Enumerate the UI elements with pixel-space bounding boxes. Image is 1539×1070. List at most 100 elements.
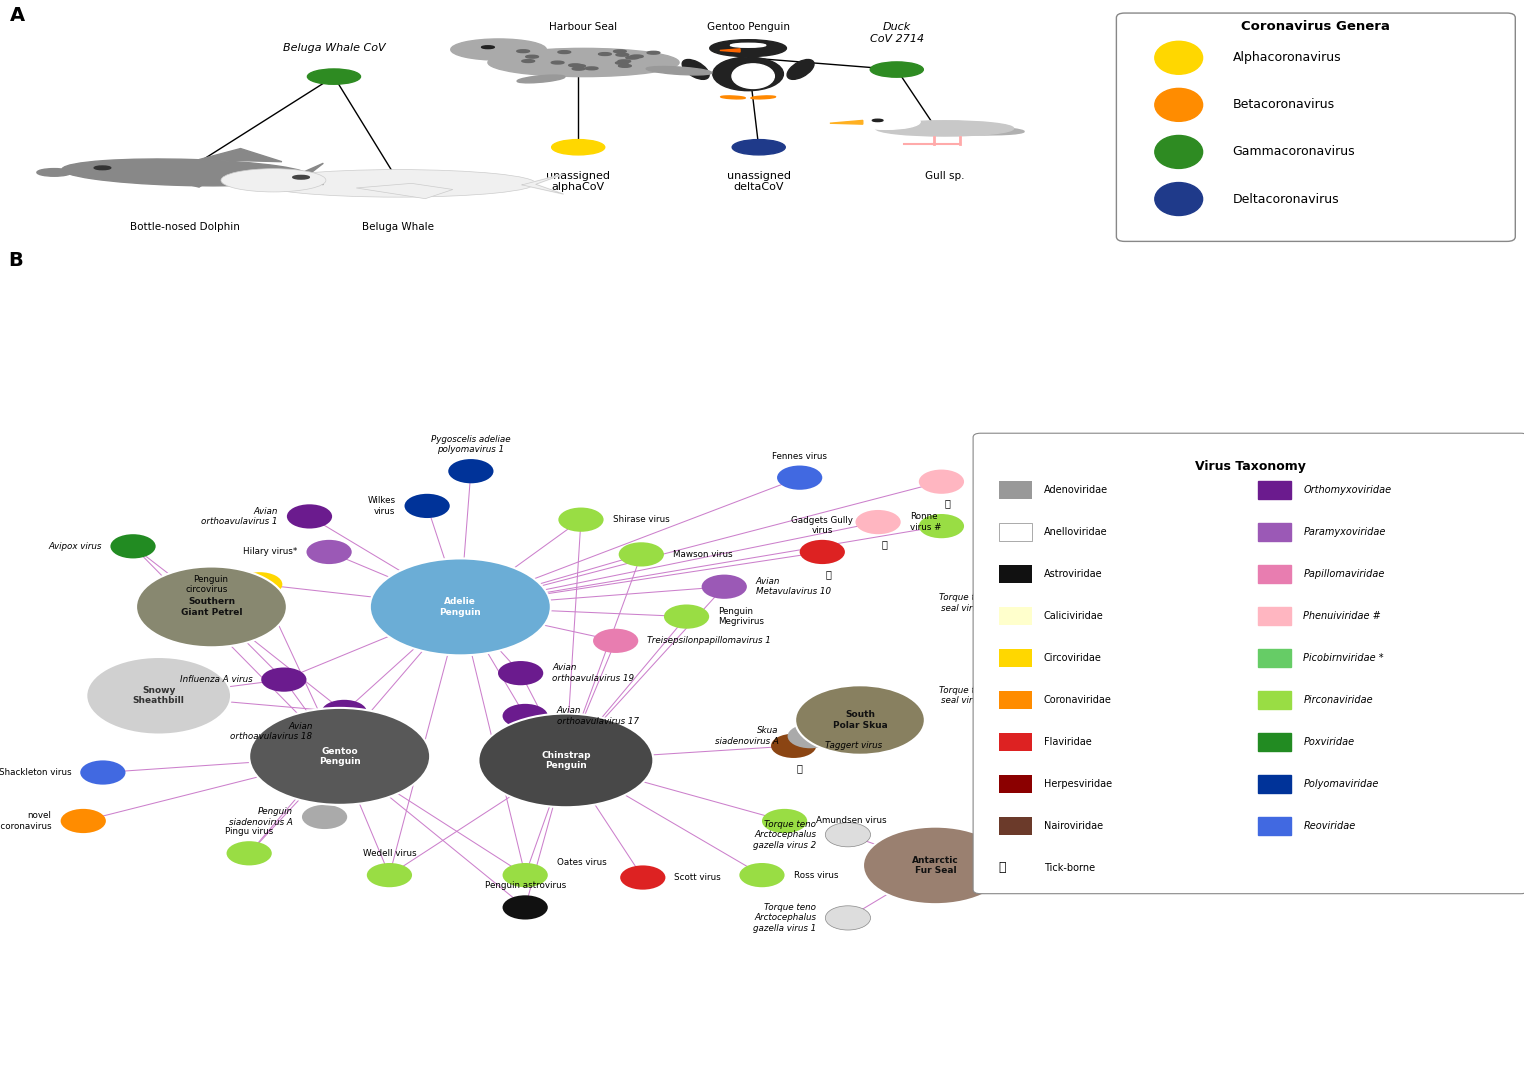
Text: Mawson virus: Mawson virus xyxy=(673,550,733,559)
Text: Flaviridae: Flaviridae xyxy=(1043,737,1091,747)
Circle shape xyxy=(503,863,548,887)
Text: Avipox virus: Avipox virus xyxy=(48,541,102,551)
Circle shape xyxy=(286,504,332,529)
Circle shape xyxy=(593,629,639,653)
Circle shape xyxy=(517,50,529,52)
Bar xyxy=(999,733,1033,751)
Ellipse shape xyxy=(308,68,360,85)
Text: Virus Taxonomy: Virus Taxonomy xyxy=(1196,460,1307,473)
Circle shape xyxy=(249,708,429,805)
Text: B: B xyxy=(8,251,23,271)
Circle shape xyxy=(322,700,366,724)
Circle shape xyxy=(709,40,786,57)
Ellipse shape xyxy=(1154,136,1202,168)
Bar xyxy=(1259,480,1291,499)
Ellipse shape xyxy=(720,96,745,98)
Circle shape xyxy=(626,57,639,59)
Ellipse shape xyxy=(551,139,605,155)
Text: Gentoo Penguin: Gentoo Penguin xyxy=(706,22,790,32)
Text: unassigned
alphaCoV: unassigned alphaCoV xyxy=(546,171,609,193)
Bar xyxy=(1259,565,1291,583)
Text: Torque teno
Arctocephalus
gazella virus 1: Torque teno Arctocephalus gazella virus … xyxy=(753,903,816,933)
Text: Oates virus: Oates virus xyxy=(557,858,606,867)
Circle shape xyxy=(1000,684,1045,708)
Ellipse shape xyxy=(1154,42,1202,74)
Circle shape xyxy=(86,657,231,734)
Text: Caliciviridae: Caliciviridae xyxy=(1043,611,1103,621)
Text: Torque teno
Arctocephalus
gazella virus 2: Torque teno Arctocephalus gazella virus … xyxy=(753,820,816,850)
Ellipse shape xyxy=(930,126,1023,135)
Ellipse shape xyxy=(733,64,774,89)
Text: Torque teno
seal virus 8: Torque teno seal virus 8 xyxy=(939,686,991,705)
Text: novel
Deltacoronavirus: novel Deltacoronavirus xyxy=(0,811,52,830)
Circle shape xyxy=(616,54,629,56)
Circle shape xyxy=(1350,564,1396,588)
Text: Tick-borne: Tick-borne xyxy=(1043,862,1096,873)
Polygon shape xyxy=(522,174,563,194)
Text: Avian
orthoavulavirus 17: Avian orthoavulavirus 17 xyxy=(557,706,639,725)
Polygon shape xyxy=(199,149,282,162)
Circle shape xyxy=(1350,605,1396,629)
Circle shape xyxy=(585,67,599,70)
Polygon shape xyxy=(295,164,323,185)
Bar xyxy=(999,817,1033,835)
Circle shape xyxy=(573,64,585,67)
Polygon shape xyxy=(720,49,740,52)
Text: Wedell virus: Wedell virus xyxy=(363,850,416,858)
Circle shape xyxy=(663,605,709,629)
Circle shape xyxy=(777,465,822,490)
Text: Gadgets Gully
virus: Gadgets Gully virus xyxy=(791,516,853,535)
Text: Avian
Metavulavirus 10: Avian Metavulavirus 10 xyxy=(756,577,831,596)
Circle shape xyxy=(1350,643,1396,668)
Text: Coronaviridae: Coronaviridae xyxy=(1043,694,1111,705)
Ellipse shape xyxy=(876,121,1014,136)
Text: Orthomyxoviridae: Orthomyxoviridae xyxy=(1304,485,1391,494)
Circle shape xyxy=(853,114,920,129)
Bar xyxy=(999,565,1033,583)
Text: Torque teno
seal virus 9: Torque teno seal virus 9 xyxy=(939,593,991,612)
Bar xyxy=(1259,607,1291,625)
Polygon shape xyxy=(830,121,863,124)
Circle shape xyxy=(856,510,900,534)
Text: Gull sp.: Gull sp. xyxy=(925,171,965,181)
Circle shape xyxy=(788,724,833,748)
Ellipse shape xyxy=(260,169,536,197)
Bar xyxy=(999,775,1033,793)
Text: Paramyxoviridae: Paramyxoviridae xyxy=(1304,526,1385,537)
Text: Avian
orthoavulavirus 18: Avian orthoavulavirus 18 xyxy=(231,721,312,742)
Text: South
Polar Skua: South Polar Skua xyxy=(833,710,888,730)
Circle shape xyxy=(646,51,660,55)
Ellipse shape xyxy=(646,66,713,75)
Text: Polyomaviridae: Polyomaviridae xyxy=(1304,779,1379,789)
Ellipse shape xyxy=(37,169,71,177)
Circle shape xyxy=(94,166,111,170)
Circle shape xyxy=(551,61,563,64)
Circle shape xyxy=(739,863,785,887)
Circle shape xyxy=(619,542,663,566)
Text: Harbour Seal: Harbour Seal xyxy=(549,22,617,32)
Text: Picobirnviridae *: Picobirnviridae * xyxy=(1304,653,1384,662)
Circle shape xyxy=(262,668,306,691)
Text: Leptonychotes weddellii
polyomavirus 1: Leptonychotes weddellii polyomavirus 1 xyxy=(986,728,1093,748)
Text: unassigned
deltaCoV: unassigned deltaCoV xyxy=(726,171,791,193)
Circle shape xyxy=(503,896,548,919)
Circle shape xyxy=(825,823,871,846)
Text: 🕷: 🕷 xyxy=(945,499,951,508)
Circle shape xyxy=(599,52,611,56)
Circle shape xyxy=(448,459,494,484)
Text: Skua
siadenovirus A: Skua siadenovirus A xyxy=(714,727,779,746)
Text: Gentoo
Penguin: Gentoo Penguin xyxy=(319,747,360,766)
Circle shape xyxy=(702,575,746,599)
Text: 🕷: 🕷 xyxy=(825,569,831,579)
Circle shape xyxy=(796,685,925,754)
Text: Papillomaviridae: Papillomaviridae xyxy=(1304,569,1385,579)
Circle shape xyxy=(499,661,543,685)
Circle shape xyxy=(526,56,539,58)
Circle shape xyxy=(631,55,643,58)
Circle shape xyxy=(559,507,603,532)
Bar xyxy=(1259,648,1291,667)
Text: Snowy
Sheathbill: Snowy Sheathbill xyxy=(132,686,185,705)
FancyBboxPatch shape xyxy=(973,433,1528,893)
Text: A: A xyxy=(11,6,25,25)
Circle shape xyxy=(1330,724,1374,748)
